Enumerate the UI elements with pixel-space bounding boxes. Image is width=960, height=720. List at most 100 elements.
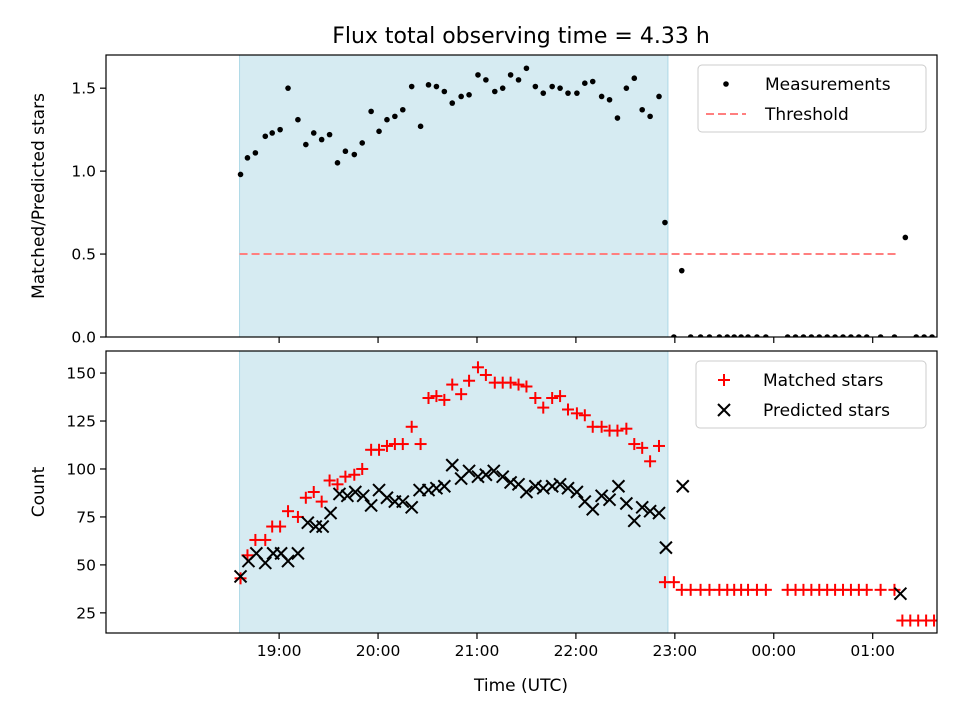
legend: Matched stars Predicted stars [695,360,927,429]
data-point [269,130,276,136]
data-point [359,140,366,146]
data-point [561,403,574,416]
data-point [380,491,394,505]
y-ticks: 25 50 75 100 125 150 [66,365,106,622]
data-point [425,82,432,88]
data-point [635,500,649,515]
data-point [595,420,608,433]
y-tick-label: 1.5 [71,80,96,98]
data-point [808,334,815,337]
y-tick-label: 1.0 [71,163,96,181]
x-tick-label: 23:00 [653,642,698,660]
plot-area [237,65,935,337]
data-point [466,92,472,98]
data-point [449,100,456,106]
data-point [445,458,459,472]
data-point [763,334,769,337]
data-point [877,334,884,337]
data-point [860,583,873,596]
data-point [759,583,772,596]
data-point [745,334,751,337]
data-point [570,485,584,499]
data-point [303,141,309,148]
data-point [929,334,935,337]
plot-area [233,361,937,627]
data-point [557,85,563,91]
data-point [647,113,653,120]
data-point [902,234,909,241]
data-point [315,519,330,534]
data-point [342,148,349,155]
data-point [523,65,530,72]
data-point [356,489,370,503]
data-point [565,90,571,96]
data-point [644,455,657,468]
data-point [716,334,723,337]
legend-box [695,360,927,429]
data-point [471,469,485,484]
data-point [332,487,347,501]
data-point [863,334,870,337]
data-point [832,334,838,337]
ratio-panel: 0.0 0.5 1.0 1.5 Matched/Predicted stars Measu… [29,54,938,347]
data-point [323,474,336,487]
y-axis-label: Matched/Predicted stars [29,93,49,299]
data-point [611,479,626,493]
legend-label: Measurements [765,75,891,95]
data-point [430,390,443,403]
data-point [687,334,694,337]
data-point [519,485,534,499]
data-point [233,569,248,584]
data-point [479,368,492,381]
data-point [458,93,464,100]
data-point [586,502,600,516]
data-point [315,495,328,508]
data-point [503,475,518,490]
data-point [414,438,427,451]
data-point [277,126,283,133]
data-point [659,540,673,555]
data-point [339,470,352,483]
data-point [816,334,823,337]
data-point [376,128,382,135]
data-point [614,115,621,121]
data-point [491,88,498,95]
data-point [446,378,459,391]
data-point [656,93,662,100]
data-point [422,392,435,404]
data-point [662,219,668,226]
data-point [874,583,887,596]
data-point [697,334,704,337]
data-point [301,515,315,530]
data-point [671,334,677,337]
data-point [356,462,369,475]
y-tick-label: 0.5 [71,246,96,264]
series-predicted-stars [233,458,908,601]
data-point [619,496,634,511]
data-point [520,380,533,393]
data-point [667,576,680,589]
data-point [429,481,444,495]
data-point [487,464,501,478]
data-point [433,83,440,90]
data-point [282,505,295,518]
data-point [281,554,295,568]
data-point [318,136,325,143]
data-point [589,78,596,85]
legend-marker [718,374,730,386]
data-point [754,334,760,337]
data-point [731,334,737,337]
data-point [364,498,378,513]
data-point [921,334,927,337]
x-tick-label: 01:00 [850,642,895,660]
data-point [262,133,269,140]
legend-label: Predicted stars [763,401,890,421]
data-point [549,83,555,90]
axes-frame [105,350,938,634]
y-ticks: 0.0 0.5 1.0 1.5 [71,80,106,347]
x-tick-label: 21:00 [455,642,500,660]
x-ticks: 19:00 20:00 21:00 22:00 23:00 00:00 01:00 [257,633,895,660]
data-point [602,492,617,507]
data-point [404,500,419,515]
